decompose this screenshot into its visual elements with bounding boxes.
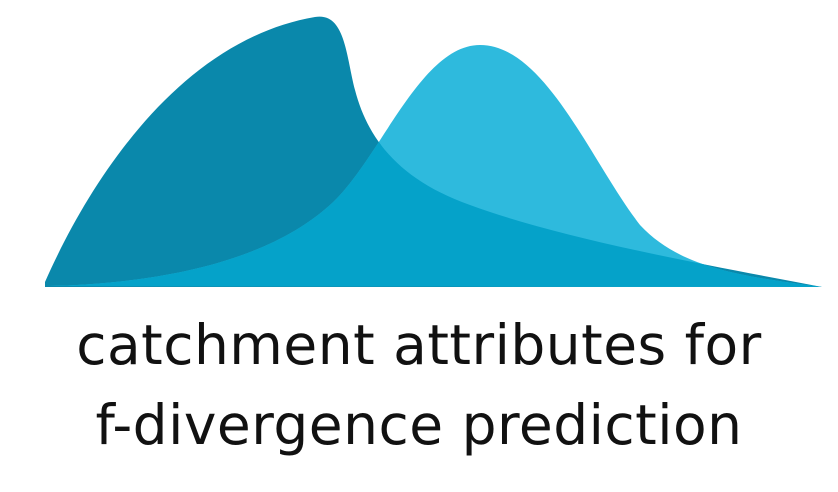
logo-distribution-curves — [45, 16, 822, 288]
logo-title-line-2: f-divergence prediction — [95, 393, 743, 457]
logo-title-line-1: catchment attributes for — [76, 313, 762, 377]
light-distribution-curve — [48, 45, 822, 287]
dark-distribution-curve — [45, 16, 822, 288]
